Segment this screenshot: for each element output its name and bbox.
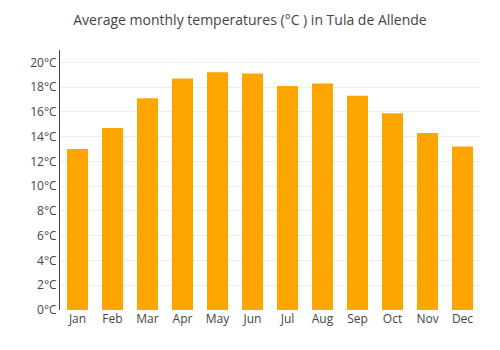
svg-text:18°C: 18°C: [30, 78, 57, 95]
svg-text:May: May: [206, 310, 230, 327]
svg-text:12°C: 12°C: [30, 153, 57, 170]
svg-text:14°C: 14°C: [30, 128, 57, 145]
svg-text:6°C: 6°C: [37, 227, 57, 244]
svg-text:Average monthly temperatures (: Average monthly temperatures (°C ) in Tu…: [73, 10, 427, 29]
svg-text:4°C: 4°C: [37, 252, 57, 269]
svg-text:2°C: 2°C: [37, 276, 57, 293]
svg-text:Apr: Apr: [173, 310, 193, 327]
svg-text:16°C: 16°C: [30, 103, 57, 120]
svg-text:Jul: Jul: [280, 310, 295, 327]
svg-text:Oct: Oct: [383, 310, 402, 327]
svg-text:Mar: Mar: [136, 310, 158, 327]
svg-text:Jan: Jan: [68, 310, 86, 327]
svg-text:Jun: Jun: [243, 310, 262, 327]
svg-text:0°C: 0°C: [37, 301, 57, 318]
svg-text:Feb: Feb: [102, 310, 122, 327]
svg-text:Dec: Dec: [452, 310, 473, 327]
svg-text:10°C: 10°C: [30, 177, 57, 194]
svg-text:Aug: Aug: [312, 310, 334, 327]
svg-text:Nov: Nov: [416, 310, 438, 327]
svg-text:8°C: 8°C: [37, 202, 57, 219]
svg-text:20°C: 20°C: [30, 54, 57, 71]
svg-text:Sep: Sep: [347, 310, 368, 327]
